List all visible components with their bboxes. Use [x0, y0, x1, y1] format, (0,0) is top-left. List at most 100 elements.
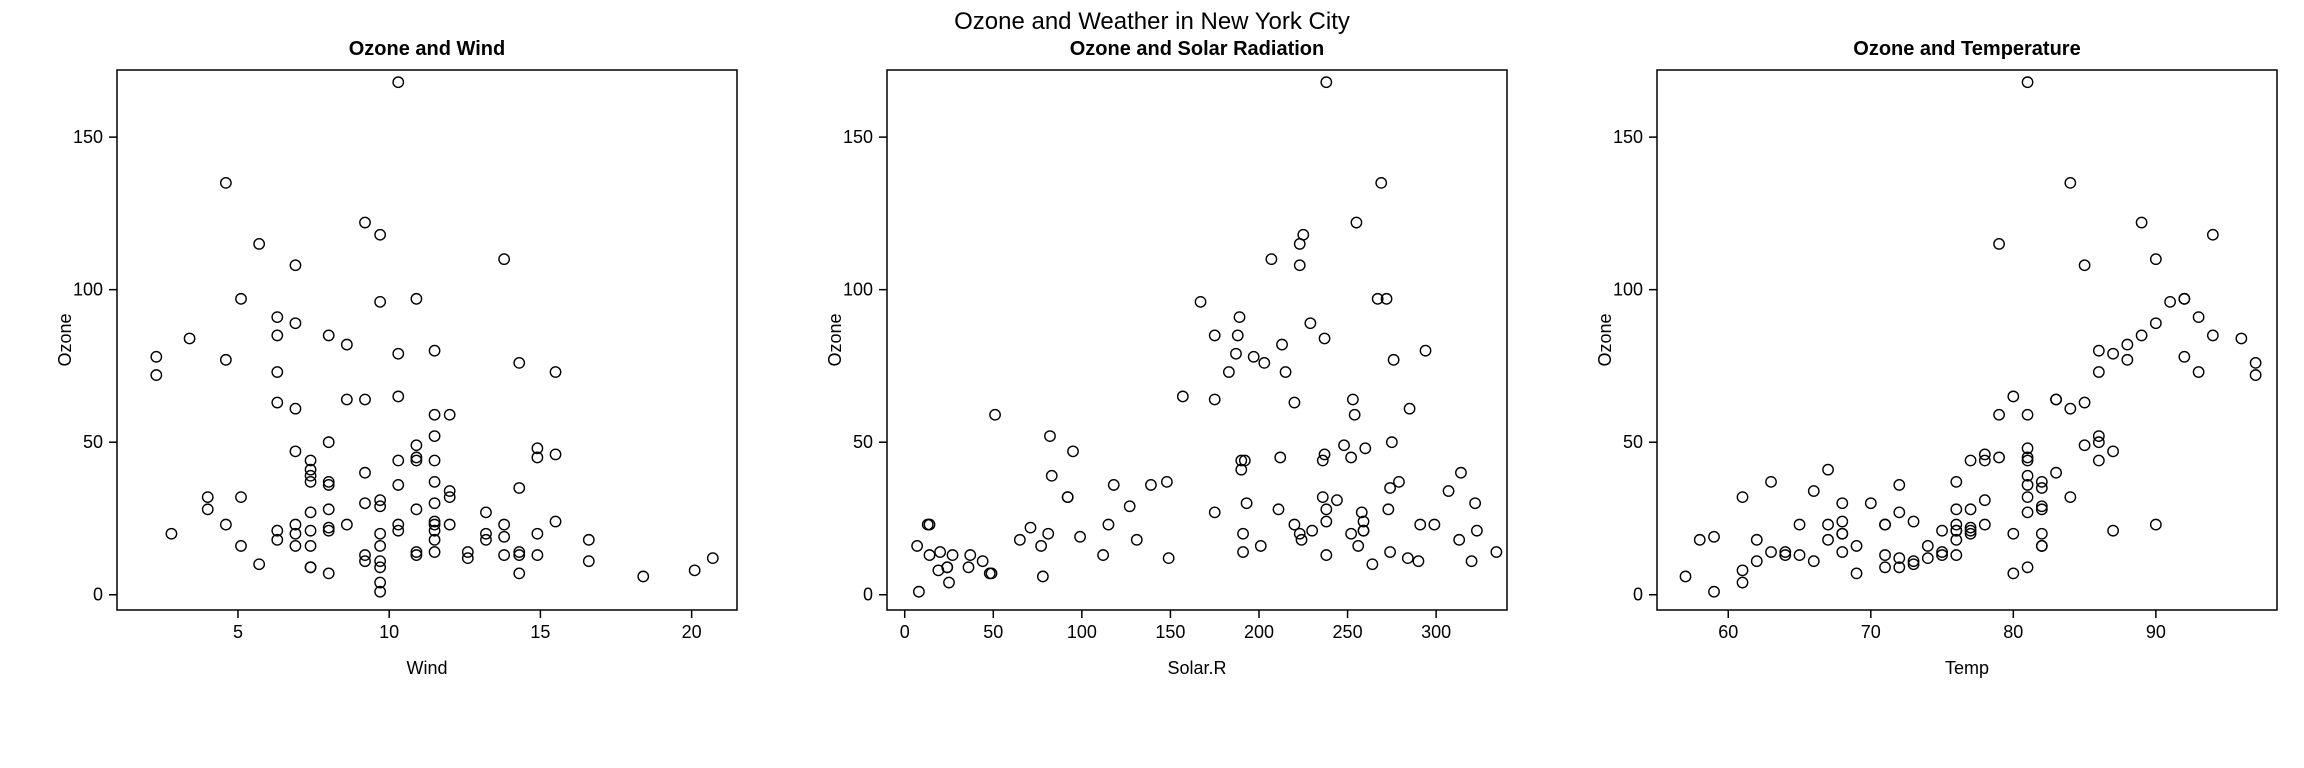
data-point — [184, 333, 194, 343]
data-point — [290, 318, 300, 328]
scatter-plot: 60708090050100150 — [1657, 70, 2277, 610]
data-point — [481, 529, 491, 539]
data-point — [444, 519, 454, 529]
data-point — [1709, 532, 1719, 542]
data-point — [1837, 529, 1847, 539]
data-point — [1823, 535, 1833, 545]
data-point — [1994, 410, 2004, 420]
data-point — [393, 391, 403, 401]
data-point — [305, 471, 315, 481]
data-point — [2037, 529, 2047, 539]
data-point — [1695, 535, 1705, 545]
data-point — [1277, 339, 1287, 349]
data-point — [1737, 565, 1747, 575]
data-point — [1837, 498, 1847, 508]
data-point — [977, 556, 987, 566]
data-point — [429, 547, 439, 557]
x-tick-label: 50 — [983, 622, 1003, 642]
data-point — [924, 550, 934, 560]
data-point — [1937, 525, 1947, 535]
y-axis-label: Ozone — [55, 70, 76, 610]
data-point — [2193, 312, 2203, 322]
data-point — [2250, 358, 2260, 368]
data-point — [912, 541, 922, 551]
data-point — [2065, 178, 2075, 188]
data-point — [1894, 507, 1904, 517]
data-point — [305, 477, 315, 487]
data-point — [375, 501, 385, 511]
data-point — [324, 330, 334, 340]
x-tick-label: 250 — [1333, 622, 1363, 642]
x-tick-label: 100 — [1067, 622, 1097, 642]
data-point — [342, 339, 352, 349]
data-point — [532, 550, 542, 560]
data-point — [1295, 260, 1305, 270]
data-point — [375, 541, 385, 551]
plot-frame — [1657, 70, 2277, 610]
data-point — [1980, 455, 1990, 465]
data-point — [1036, 541, 1046, 551]
data-point — [1880, 562, 1890, 572]
plot-frame — [117, 70, 737, 610]
data-point — [1321, 550, 1331, 560]
data-point — [1908, 516, 1918, 526]
data-point — [1752, 535, 1762, 545]
data-point — [2250, 370, 2260, 380]
data-point — [2151, 318, 2161, 328]
data-point — [1680, 571, 1690, 581]
data-point — [360, 556, 370, 566]
data-point — [1420, 345, 1430, 355]
data-point — [944, 577, 954, 587]
data-point — [514, 358, 524, 368]
data-point — [481, 507, 491, 517]
data-point — [272, 367, 282, 377]
data-point — [1346, 529, 1356, 539]
data-point — [1234, 312, 1244, 322]
data-point — [236, 541, 246, 551]
data-point — [444, 410, 454, 420]
data-point — [1318, 492, 1328, 502]
data-point — [1766, 547, 1776, 557]
data-point — [1837, 547, 1847, 557]
data-point — [1994, 452, 2004, 462]
data-point — [1737, 577, 1747, 587]
x-tick-label: 80 — [2003, 622, 2023, 642]
data-point — [914, 586, 924, 596]
data-point — [2151, 519, 2161, 529]
data-point — [2065, 403, 2075, 413]
data-point — [1103, 519, 1113, 529]
data-point — [375, 495, 385, 505]
data-point — [1321, 516, 1331, 526]
data-point — [1466, 556, 1476, 566]
data-point — [151, 352, 161, 362]
x-tick-label: 200 — [1244, 622, 1274, 642]
data-point — [1075, 532, 1085, 542]
data-point — [2108, 349, 2118, 359]
data-point — [2022, 562, 2032, 572]
y-axis-label: Ozone — [1595, 70, 1616, 610]
y-tick-label: 150 — [1613, 127, 1643, 147]
data-point — [935, 547, 945, 557]
data-point — [1238, 547, 1248, 557]
data-point — [1349, 410, 1359, 420]
x-tick-label: 150 — [1155, 622, 1185, 642]
data-point — [2022, 410, 2032, 420]
data-point — [1980, 495, 1990, 505]
data-point — [342, 394, 352, 404]
data-point — [1387, 437, 1397, 447]
x-tick-label: 0 — [900, 622, 910, 642]
data-point — [1348, 394, 1358, 404]
data-point — [1385, 483, 1395, 493]
data-point — [990, 410, 1000, 420]
x-tick-label: 70 — [1861, 622, 1881, 642]
data-point — [1965, 455, 1975, 465]
data-point — [342, 519, 352, 529]
data-point — [942, 562, 952, 572]
data-point — [2108, 525, 2118, 535]
data-point — [1866, 498, 1876, 508]
data-point — [1266, 254, 1276, 264]
data-point — [1794, 519, 1804, 529]
data-point — [2022, 507, 2032, 517]
data-point — [429, 410, 439, 420]
data-point — [1210, 330, 1220, 340]
